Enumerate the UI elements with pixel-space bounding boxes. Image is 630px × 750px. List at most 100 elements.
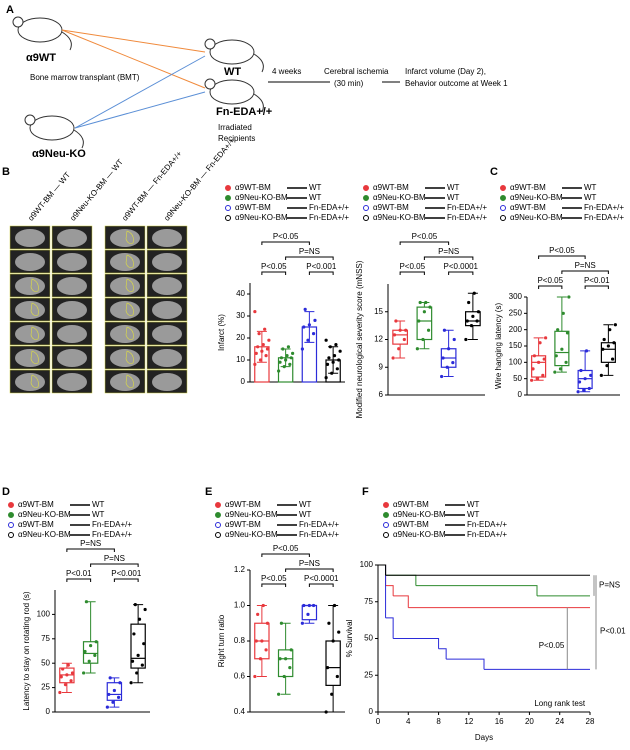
- annotation: P<0.05: [539, 641, 565, 650]
- data-point: [136, 653, 140, 657]
- legend-marker: [363, 195, 369, 201]
- whisker: [256, 605, 267, 677]
- legend-label: α9Neu-KO-BM: [18, 530, 71, 539]
- data-point: [440, 374, 444, 379]
- data-point: [65, 673, 69, 677]
- y-tick-label: 50: [364, 634, 373, 643]
- y-tick-label: 0: [518, 390, 523, 399]
- y-tick-label: 300: [509, 292, 523, 301]
- brain: [110, 277, 140, 295]
- brain: [57, 301, 87, 319]
- data-point: [331, 639, 335, 643]
- brain: [15, 253, 45, 271]
- data-point: [264, 648, 268, 652]
- data-point: [257, 332, 261, 336]
- data-point: [277, 369, 281, 373]
- legend-marker: [225, 185, 231, 191]
- legend-label: WT: [92, 510, 105, 519]
- legend-label: Fn-EDA+/+: [299, 530, 339, 539]
- data-point: [261, 343, 265, 347]
- annotation: P=NS: [575, 261, 596, 270]
- legend-label: α9WT-BM: [393, 520, 429, 529]
- error-bar: [304, 311, 315, 343]
- legend-label: Fn-EDA+/+: [447, 203, 487, 212]
- data-point: [105, 705, 109, 709]
- data-point: [324, 338, 328, 342]
- x-tick-label: 20: [525, 717, 534, 726]
- infarct-outline: [125, 350, 134, 364]
- y-axis-title: Infarct (%): [217, 314, 226, 351]
- legend-label: Fn-EDA+/+: [299, 520, 339, 529]
- data-point: [111, 700, 115, 704]
- data-point: [253, 362, 257, 366]
- annotation: P<0.001: [111, 569, 142, 578]
- data-point: [282, 365, 286, 369]
- legend-marker: [383, 512, 389, 518]
- panel-label: B: [2, 166, 10, 178]
- bracket: [261, 583, 287, 587]
- legend-label: Fn-EDA+/+: [309, 213, 349, 222]
- data-point: [133, 603, 137, 607]
- legend-marker: [225, 195, 231, 201]
- data-point: [112, 688, 116, 693]
- legend-label: α9WT-BM: [373, 203, 409, 212]
- data-point: [307, 323, 311, 327]
- bracket: [261, 241, 310, 245]
- legend-label: WT: [299, 510, 312, 519]
- data-point: [264, 354, 268, 358]
- brain: [15, 349, 45, 367]
- data-point: [327, 621, 331, 625]
- data-point: [260, 349, 264, 353]
- legend-label: Fn-EDA+/+: [467, 520, 507, 529]
- annotation: P=NS: [599, 581, 620, 590]
- survival-step: [378, 564, 387, 576]
- data-point: [476, 310, 481, 314]
- bracket: [261, 271, 287, 275]
- legend-marker: [383, 532, 389, 538]
- data-point: [59, 675, 63, 679]
- data-point: [300, 347, 304, 351]
- legend-label: α9WT-BM: [18, 500, 54, 509]
- data-point: [471, 314, 475, 318]
- legend-label: α9WT-BM: [393, 500, 429, 509]
- annotation: P<0.05: [412, 232, 438, 241]
- legend-label: α9Neu-KO-BM: [393, 530, 446, 539]
- whisker: [85, 601, 96, 674]
- data-point: [587, 386, 591, 391]
- data-point: [82, 671, 86, 675]
- infarct-outline: [30, 374, 39, 388]
- legend-label: α9Neu-KO-BM: [235, 193, 288, 202]
- data-point: [282, 674, 286, 679]
- annotation: P=NS: [299, 247, 320, 256]
- infarct-outline: [30, 278, 39, 292]
- y-tick-label: 0.6: [234, 672, 246, 681]
- brain: [57, 253, 87, 271]
- y-tick-label: 10: [236, 355, 245, 364]
- data-point: [535, 377, 539, 381]
- bracket: [584, 285, 609, 289]
- data-point: [129, 681, 133, 685]
- data-point: [582, 388, 586, 392]
- whisker: [533, 337, 544, 381]
- data-point: [532, 354, 537, 358]
- data-point: [324, 376, 328, 380]
- legend-label: WT: [309, 193, 322, 202]
- legend-label: WT: [584, 183, 597, 192]
- data-point: [278, 360, 282, 364]
- y-tick-label: 75: [364, 597, 373, 606]
- y-tick-label: 9: [379, 362, 384, 371]
- annotation: P<0.05: [537, 276, 563, 285]
- data-point: [278, 657, 282, 661]
- legend-label: Fn-EDA+/+: [584, 213, 624, 222]
- data-point: [313, 318, 317, 322]
- data-point: [328, 345, 332, 349]
- data-point: [558, 367, 563, 371]
- whisker: [419, 302, 430, 350]
- box: [277, 649, 294, 678]
- brain: [15, 229, 45, 247]
- whisker: [467, 292, 478, 340]
- data-point: [83, 649, 87, 654]
- data-point: [289, 648, 293, 652]
- box: [465, 311, 481, 327]
